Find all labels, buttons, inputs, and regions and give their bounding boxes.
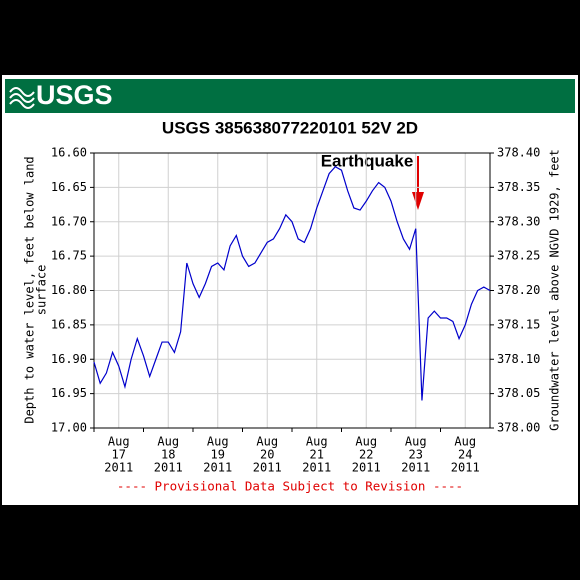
y-tick-label: 17.00: [51, 421, 87, 435]
x-tick-label: Aug: [207, 435, 229, 449]
x-tick-label: Aug: [306, 435, 328, 449]
logo-wave: [9, 87, 35, 109]
footnote: ---- Provisional Data Subject to Revisio…: [117, 479, 463, 494]
y-tick-label: 16.85: [51, 317, 87, 331]
x-tick-label: 23: [409, 448, 423, 462]
x-tick-label: 2011: [203, 461, 232, 475]
chart-title: USGS 385638077220101 52V 2D: [162, 118, 418, 137]
x-tick-label: 18: [161, 448, 175, 462]
y-tick-label: 16.65: [51, 180, 87, 194]
x-tick-label: 2011: [352, 461, 381, 475]
x-tick-label: 2011: [104, 461, 133, 475]
data-line: [93, 165, 491, 401]
x-tick-label: 2011: [154, 461, 183, 475]
y2-tick-label: 378.35: [497, 180, 540, 194]
x-tick-label: 2011: [401, 461, 430, 475]
x-tick-label: 2011: [451, 461, 480, 475]
y-tick-label: 16.70: [51, 214, 87, 228]
x-tick-label: Aug: [157, 435, 179, 449]
x-tick-label: 19: [211, 448, 225, 462]
x-tick-label: Aug: [256, 435, 278, 449]
y2-tick-label: 378.20: [497, 283, 540, 297]
y2-tick-label: 378.10: [497, 352, 540, 366]
x-tick-label: 20: [260, 448, 274, 462]
y-tick-label: 16.95: [51, 386, 87, 400]
y2-tick-label: 378.05: [497, 386, 540, 400]
y-axis-label: surface: [35, 265, 49, 316]
y-tick-label: 16.90: [51, 352, 87, 366]
annotation: Earthquake: [321, 151, 414, 170]
x-tick-label: Aug: [454, 435, 476, 449]
x-tick-label: Aug: [405, 435, 427, 449]
y-axis-label: Depth to water level, feet below land: [23, 156, 37, 423]
x-tick-label: Aug: [108, 435, 130, 449]
y-tick-label: 16.75: [51, 249, 87, 263]
y2-tick-label: 378.25: [497, 249, 540, 263]
y-tick-label: 16.60: [51, 146, 87, 160]
y2-tick-label: 378.15: [497, 317, 540, 331]
x-tick-label: 17: [112, 448, 126, 462]
x-tick-label: 21: [310, 448, 324, 462]
x-tick-label: 24: [458, 448, 472, 462]
y2-tick-label: 378.00: [497, 421, 540, 435]
y2-tick-label: 378.40: [497, 146, 540, 160]
y-tick-label: 16.80: [51, 283, 87, 297]
x-tick-label: 22: [359, 448, 373, 462]
y2-tick-label: 378.30: [497, 214, 540, 228]
header-bar: [5, 79, 575, 113]
logo: USGS: [36, 80, 113, 110]
x-tick-label: 2011: [302, 461, 331, 475]
y2-axis-label: Groundwater level above NGVD 1929, feet: [548, 149, 562, 431]
annotation-arrow: [412, 156, 424, 210]
x-tick-label: 2011: [253, 461, 282, 475]
x-tick-label: Aug: [355, 435, 377, 449]
